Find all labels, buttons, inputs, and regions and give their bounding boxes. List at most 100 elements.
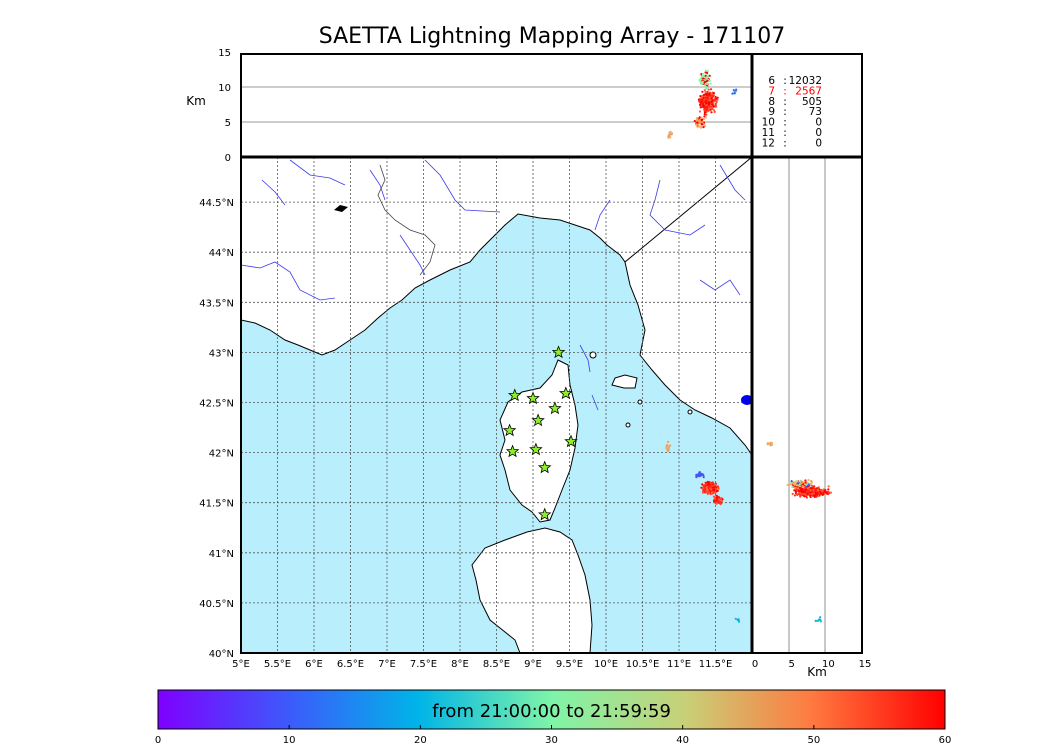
lightning-source	[668, 133, 672, 136]
lightning-source	[708, 92, 711, 95]
lightning-source	[733, 90, 737, 93]
lightning-source	[814, 493, 817, 496]
lightning-source	[704, 109, 707, 112]
lightning-source	[803, 493, 806, 496]
right-tick-label: 5	[788, 659, 794, 670]
stat-station-count: 12	[762, 137, 775, 149]
lightning-source	[701, 73, 705, 76]
lightning-source	[719, 503, 722, 506]
lat-tick-label: 42°N	[209, 449, 234, 460]
lightning-source	[712, 109, 716, 112]
lightning-source	[813, 495, 817, 498]
altitude-panel	[241, 54, 752, 157]
lightning-source	[802, 483, 805, 486]
small-island	[625, 422, 631, 428]
lon-tick-label: 10°E	[594, 659, 618, 670]
lightning-source	[717, 487, 720, 490]
stat-separator: :	[783, 75, 787, 87]
colorbar-label: from 21:00:00 to 21:59:59	[432, 701, 671, 722]
stats-panel-bg	[752, 54, 862, 157]
stat-separator: :	[783, 96, 787, 108]
right-tick-labels: 0 5 10 15	[752, 659, 872, 670]
lightning-source	[710, 94, 713, 97]
lon-tick-label: 5.5°E	[264, 659, 291, 670]
lightning-source	[735, 88, 738, 91]
lightning-source	[705, 113, 708, 116]
lightning-source	[701, 102, 705, 106]
lightning-source	[816, 489, 820, 492]
rivers	[241, 159, 746, 411]
lightning-source	[702, 100, 706, 103]
lon-tick-label: 8.5°E	[483, 659, 510, 670]
lightning-source	[710, 103, 714, 106]
lightning-source	[803, 490, 807, 493]
lightning-source	[825, 491, 828, 495]
lightning-source	[796, 484, 799, 487]
lightning-source	[709, 88, 713, 91]
lightning-source	[700, 117, 703, 120]
lightning-source	[704, 90, 707, 93]
lightning-source	[827, 490, 830, 493]
lightning-source	[827, 488, 830, 491]
lightning-source	[714, 491, 717, 494]
lat-tick-label: 40.5°N	[199, 599, 234, 610]
lightning-source	[701, 98, 704, 101]
stats-panel	[752, 54, 862, 157]
right-tick-label: 15	[859, 659, 872, 670]
lightning-source	[670, 133, 673, 136]
lightning-source	[791, 486, 794, 489]
lightning-source	[736, 618, 739, 622]
lightning-source	[715, 499, 718, 502]
lightning-source	[713, 498, 717, 501]
lon-tick-label: 9.5°E	[556, 659, 583, 670]
lightning-source	[705, 102, 708, 105]
lightning-source	[713, 100, 716, 103]
station-star	[548, 401, 562, 415]
latitude-tick-labels: 40°N 40.5°N 41°N 41.5°N 42°N 42.5°N 43°N 43.5°N…	[199, 198, 234, 660]
lightning-source	[706, 71, 709, 74]
lightning-source	[806, 488, 810, 491]
lightning-source	[701, 90, 704, 93]
lat-tick-label: 43°N	[209, 348, 234, 359]
station-star	[537, 507, 552, 521]
lightning-source	[712, 488, 715, 491]
lightning-source	[786, 483, 789, 486]
altitude-axis-label: Km	[186, 94, 206, 108]
lightning-source	[713, 110, 716, 113]
stat-station-count: 11	[762, 127, 775, 139]
lightning-source	[798, 486, 802, 489]
colorbar-tick-label: 50	[807, 735, 820, 746]
stat-separator: :	[783, 117, 787, 129]
stat-station-count: 7	[768, 85, 775, 97]
stat-source-count: 73	[809, 106, 822, 118]
lat-tick-label: 40°N	[209, 649, 234, 660]
lightning-source	[667, 446, 670, 449]
lon-tick-label: 6.5°E	[337, 659, 364, 670]
lightning-source	[716, 489, 719, 492]
elba-island	[611, 374, 638, 389]
lightning-source	[790, 480, 793, 483]
lightning-source	[829, 491, 833, 494]
stat-source-count: 12032	[789, 75, 822, 87]
map-panel	[241, 157, 752, 653]
lat-tick-label: 41.5°N	[199, 499, 234, 510]
lma-stations	[502, 345, 578, 521]
stat-station-count: 10	[762, 117, 775, 129]
lightning-source	[797, 493, 800, 496]
station-star	[505, 444, 520, 458]
lightning-source	[699, 104, 702, 107]
lightning-source	[799, 480, 802, 483]
lightning-source	[710, 492, 713, 495]
station-star	[551, 345, 566, 359]
lightning-source	[731, 92, 734, 95]
lightning-source	[710, 488, 713, 491]
lat-tick-label: 44.5°N	[199, 198, 234, 209]
lightning-source	[715, 502, 718, 505]
lightning-source	[698, 79, 701, 82]
lightning-source	[711, 486, 714, 489]
lightning-source	[701, 95, 704, 98]
altitude-tick-labels: 0 5 10 15	[218, 48, 231, 164]
lightning-source	[711, 484, 714, 487]
lightning-source	[709, 82, 712, 85]
lightning-source	[809, 489, 812, 492]
